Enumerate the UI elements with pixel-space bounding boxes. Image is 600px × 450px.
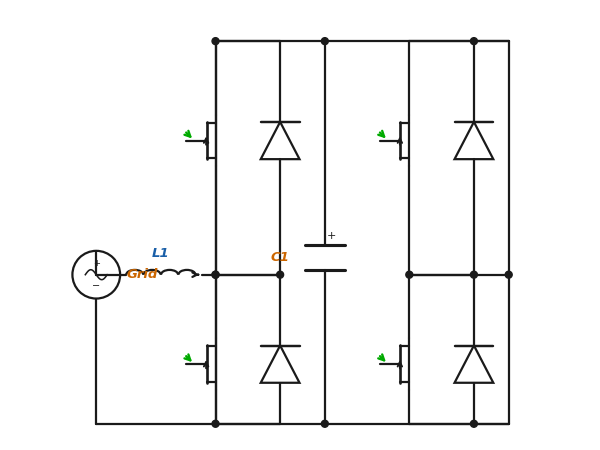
Circle shape bbox=[212, 420, 219, 427]
Text: C1: C1 bbox=[271, 251, 290, 264]
Circle shape bbox=[470, 271, 478, 278]
Text: L1: L1 bbox=[152, 248, 170, 260]
Text: Grid: Grid bbox=[126, 268, 157, 281]
Circle shape bbox=[505, 271, 512, 278]
Circle shape bbox=[470, 420, 478, 427]
Circle shape bbox=[212, 271, 219, 278]
Circle shape bbox=[322, 38, 328, 45]
Circle shape bbox=[470, 38, 478, 45]
Circle shape bbox=[212, 271, 219, 278]
Circle shape bbox=[277, 271, 284, 278]
Circle shape bbox=[406, 271, 413, 278]
Text: +: + bbox=[93, 259, 100, 268]
Text: −: − bbox=[92, 281, 100, 291]
Circle shape bbox=[212, 38, 219, 45]
Text: +: + bbox=[326, 231, 336, 241]
Circle shape bbox=[322, 420, 328, 427]
